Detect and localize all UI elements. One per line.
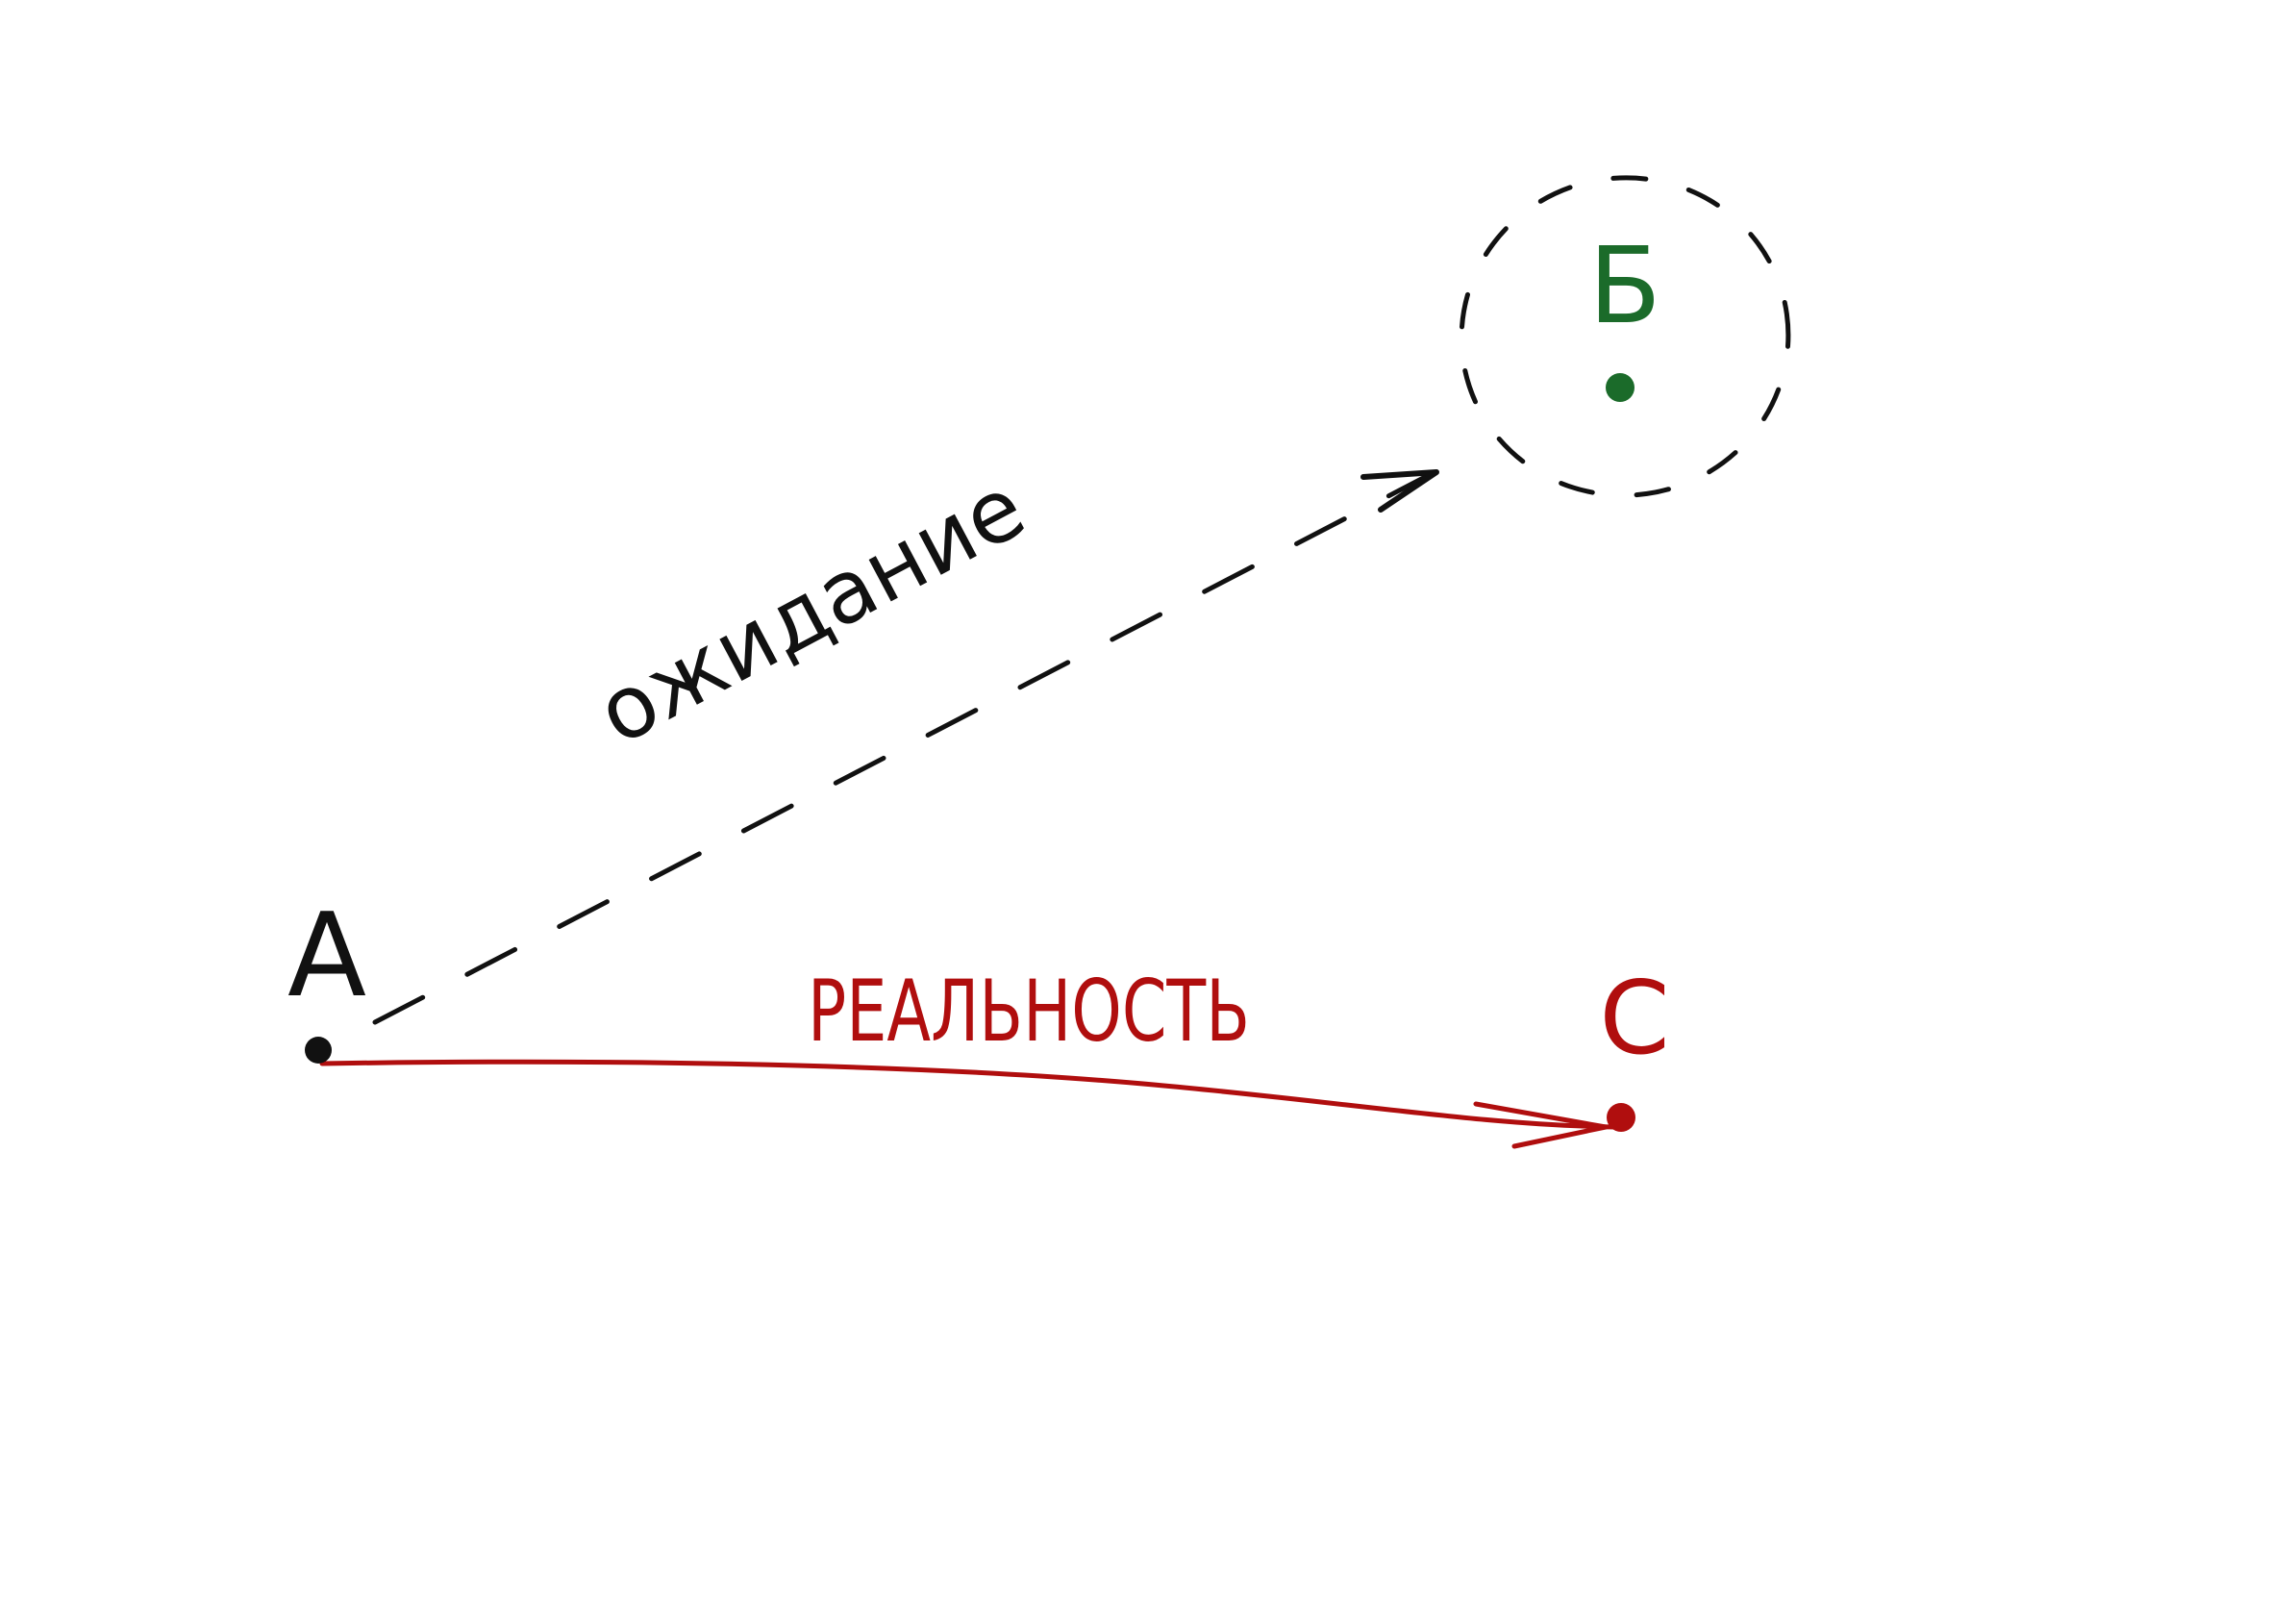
reality-arrowhead: [1473, 1101, 1609, 1149]
point-a-label: А: [287, 890, 366, 1023]
expectation-arrowhead: [1360, 469, 1439, 513]
point-b-dot: [1606, 373, 1635, 402]
expectation-label: ожидание: [582, 457, 1040, 764]
target-zone-dashed-circle: [1459, 175, 1791, 498]
point-a-dot: [305, 1037, 332, 1064]
point-c-dot: [1607, 1103, 1635, 1132]
reality-label: РЕАЛЬНОСТЬ: [808, 962, 1250, 1061]
point-c-label: С: [1599, 960, 1669, 1077]
point-b-label: Б: [1588, 224, 1660, 347]
reality-arrow-line: [319, 1059, 1618, 1130]
